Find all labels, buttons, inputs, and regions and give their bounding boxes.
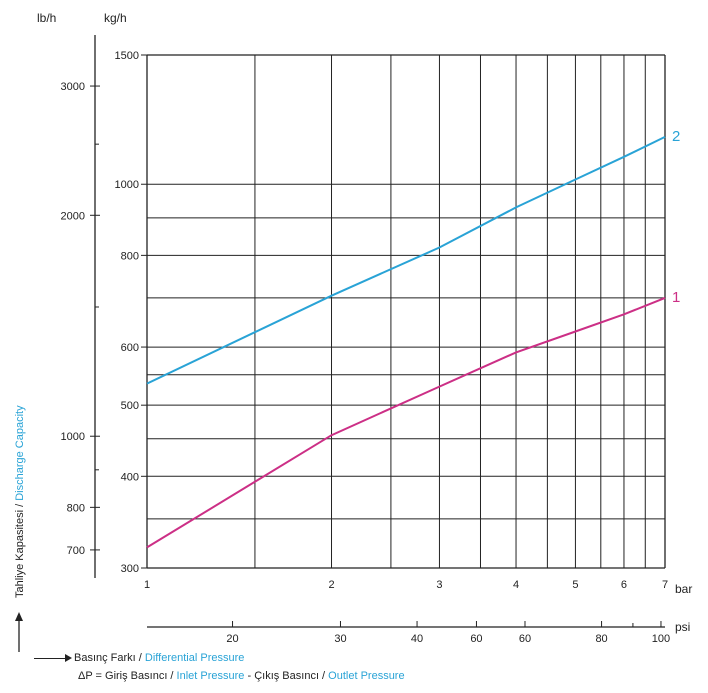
x-axis-arrow-icon xyxy=(34,653,72,662)
y-tick-label-kgh: 500 xyxy=(121,400,139,412)
formula-sep1: / xyxy=(167,670,177,682)
formula-outlet: Outlet Pressure xyxy=(328,670,405,682)
x-tick-label-psi: 40 xyxy=(411,633,423,645)
formula-sep2: / xyxy=(319,670,329,682)
y-tick-label-kgh: 600 xyxy=(121,342,139,354)
x-tick-label-bar: 2 xyxy=(328,579,334,591)
x-tick-label-psi: 20 xyxy=(226,633,238,645)
x-axis-title-tr: Basınç Farkı xyxy=(74,652,136,664)
series-label-1: 1 xyxy=(672,289,680,306)
x-tick-label-bar: 7 xyxy=(662,579,668,591)
delta-p-formula: ΔP = Giriş Basıncı / Inlet Pressure - Çı… xyxy=(78,670,405,682)
formula-part3: - Çıkış Basıncı xyxy=(244,670,319,682)
x-tick-label-bar: 4 xyxy=(513,579,519,591)
y-tick-label-kgh: 1500 xyxy=(115,50,139,62)
y-axis-title-sep: / xyxy=(14,501,26,510)
y-axis-title-tr: Tahliye Kapasitesi xyxy=(14,510,26,598)
x-axis-title-sep: / xyxy=(135,652,145,664)
formula-inlet: Inlet Pressure xyxy=(176,670,245,682)
x-axis-title: Basınç Farkı / Differential Pressure xyxy=(34,652,244,664)
x-tick-label-bar: 3 xyxy=(436,579,442,591)
x-tick-label-bar: 5 xyxy=(572,579,578,591)
y-tick-label-kgh: 300 xyxy=(121,563,139,575)
unit-kgh: kg/h xyxy=(104,11,127,25)
formula-part1: ΔP = Giriş Basıncı xyxy=(78,670,168,682)
y-tick-label-kgh: 1000 xyxy=(115,179,139,191)
y-axis-arrow-head xyxy=(15,612,23,621)
x-tick-label-psi: 30 xyxy=(334,633,346,645)
unit-psi: psi xyxy=(675,620,690,634)
y-tick-label-lbh: 2000 xyxy=(61,210,85,222)
series-line-1 xyxy=(146,296,666,549)
unit-lbh: lb/h xyxy=(37,11,56,25)
x-tick-label-psi: 60 xyxy=(519,633,531,645)
x-tick-label-psi: 100 xyxy=(652,633,670,645)
y-tick-label-lbh: 700 xyxy=(67,545,85,557)
x-tick-label-psi: 60 xyxy=(470,633,482,645)
y-tick-label-lbh: 1000 xyxy=(61,431,85,443)
series-lines xyxy=(146,136,666,549)
tick-labels: 300 400 500 600 800 1000 1500 700 800 1000 2000 300… xyxy=(61,50,681,645)
y-axis-title: Tahliye Kapasitesi / Discharge Capacity xyxy=(14,405,26,598)
y-tick-label-kgh: 800 xyxy=(121,250,139,262)
y-tick-label-kgh: 400 xyxy=(121,471,139,483)
x-tick-label-bar: 1 xyxy=(144,579,150,591)
x-tick-label-bar: 6 xyxy=(621,579,627,591)
axes xyxy=(90,35,666,628)
grid xyxy=(147,55,665,568)
x-tick-label-psi: 80 xyxy=(595,633,607,645)
series-label-2: 2 xyxy=(672,128,680,145)
series-line-2 xyxy=(146,136,666,385)
y-tick-label-lbh: 3000 xyxy=(61,81,85,93)
y-axis-title-en: Discharge Capacity xyxy=(14,405,26,501)
unit-bar: bar xyxy=(675,582,692,596)
y-tick-label-lbh: 800 xyxy=(67,502,85,514)
x-axis-title-en: Differential Pressure xyxy=(144,652,245,664)
